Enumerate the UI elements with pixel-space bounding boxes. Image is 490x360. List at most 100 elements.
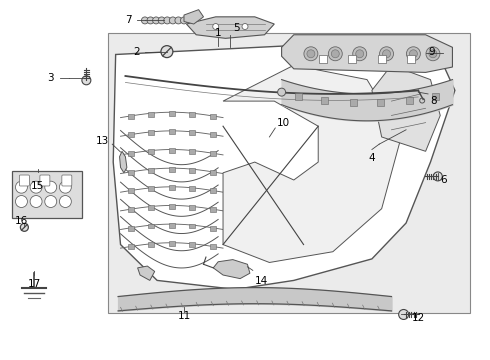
Circle shape — [164, 17, 171, 24]
Circle shape — [180, 17, 188, 24]
Bar — [210, 188, 216, 193]
Text: 2: 2 — [133, 46, 140, 57]
Text: 14: 14 — [255, 276, 268, 286]
Bar — [189, 167, 196, 172]
Circle shape — [433, 172, 442, 181]
Bar — [128, 188, 134, 193]
Bar — [148, 167, 154, 172]
Circle shape — [353, 47, 367, 61]
Bar — [377, 99, 384, 107]
Circle shape — [30, 181, 42, 193]
Bar — [319, 55, 327, 63]
Bar — [210, 226, 216, 231]
Bar — [210, 114, 216, 119]
Text: 7: 7 — [125, 15, 132, 26]
Circle shape — [331, 50, 339, 58]
Circle shape — [16, 181, 27, 193]
Circle shape — [152, 17, 160, 24]
Text: 1: 1 — [215, 28, 221, 38]
Bar — [169, 148, 175, 153]
Bar — [128, 170, 134, 175]
Bar — [169, 223, 175, 228]
Circle shape — [142, 17, 148, 24]
Bar — [128, 132, 134, 138]
Polygon shape — [372, 65, 440, 151]
Polygon shape — [184, 10, 203, 24]
Bar — [128, 244, 134, 249]
Circle shape — [158, 17, 165, 24]
Bar — [321, 97, 328, 104]
Polygon shape — [186, 17, 274, 39]
Text: 17: 17 — [27, 279, 41, 289]
Bar — [128, 114, 134, 119]
Circle shape — [426, 47, 440, 61]
Bar — [406, 97, 413, 104]
Bar — [189, 149, 196, 154]
Bar — [210, 170, 216, 175]
Circle shape — [383, 50, 391, 58]
Polygon shape — [113, 45, 455, 289]
Circle shape — [170, 17, 176, 24]
Bar — [148, 242, 154, 247]
Bar — [148, 130, 154, 135]
Bar — [148, 186, 154, 191]
Circle shape — [406, 47, 420, 61]
Text: 16: 16 — [15, 216, 28, 226]
Circle shape — [304, 47, 318, 61]
Circle shape — [380, 47, 393, 61]
Bar — [148, 149, 154, 154]
Bar — [189, 186, 196, 191]
Bar — [295, 93, 302, 100]
Text: 6: 6 — [440, 175, 447, 185]
Circle shape — [410, 50, 417, 58]
Bar — [148, 224, 154, 229]
Bar — [378, 55, 386, 63]
Bar — [189, 224, 196, 229]
Circle shape — [59, 181, 72, 193]
Text: 4: 4 — [368, 153, 375, 163]
Text: 10: 10 — [277, 118, 290, 128]
Bar — [432, 93, 439, 100]
Circle shape — [242, 23, 248, 30]
Polygon shape — [282, 35, 452, 72]
Bar — [189, 205, 196, 210]
Text: 5: 5 — [233, 23, 240, 33]
Circle shape — [45, 195, 57, 207]
Bar — [169, 167, 175, 172]
Bar — [189, 112, 196, 117]
Circle shape — [307, 50, 315, 58]
Text: 13: 13 — [96, 136, 109, 145]
FancyBboxPatch shape — [20, 175, 29, 186]
Bar — [189, 242, 196, 247]
Bar — [128, 226, 134, 231]
Text: 15: 15 — [31, 181, 44, 191]
Bar — [169, 204, 175, 209]
Bar — [407, 55, 415, 63]
Text: 8: 8 — [431, 96, 437, 106]
Polygon shape — [213, 260, 250, 279]
Bar — [189, 130, 196, 135]
Polygon shape — [120, 151, 127, 173]
Text: 12: 12 — [412, 313, 425, 323]
Circle shape — [161, 46, 173, 58]
Circle shape — [399, 310, 409, 319]
Bar — [348, 55, 356, 63]
Circle shape — [356, 50, 364, 58]
Circle shape — [21, 223, 28, 231]
Bar — [128, 151, 134, 156]
Circle shape — [82, 76, 91, 85]
Circle shape — [429, 50, 437, 58]
Circle shape — [147, 17, 154, 24]
Bar — [210, 244, 216, 249]
Bar — [350, 99, 357, 107]
Text: 9: 9 — [428, 46, 435, 57]
Bar — [169, 111, 175, 116]
Bar — [169, 130, 175, 134]
Polygon shape — [223, 65, 401, 262]
Bar — [169, 185, 175, 190]
FancyBboxPatch shape — [12, 171, 82, 218]
Circle shape — [328, 47, 343, 61]
Bar — [148, 205, 154, 210]
Circle shape — [59, 195, 72, 207]
FancyBboxPatch shape — [40, 175, 50, 186]
